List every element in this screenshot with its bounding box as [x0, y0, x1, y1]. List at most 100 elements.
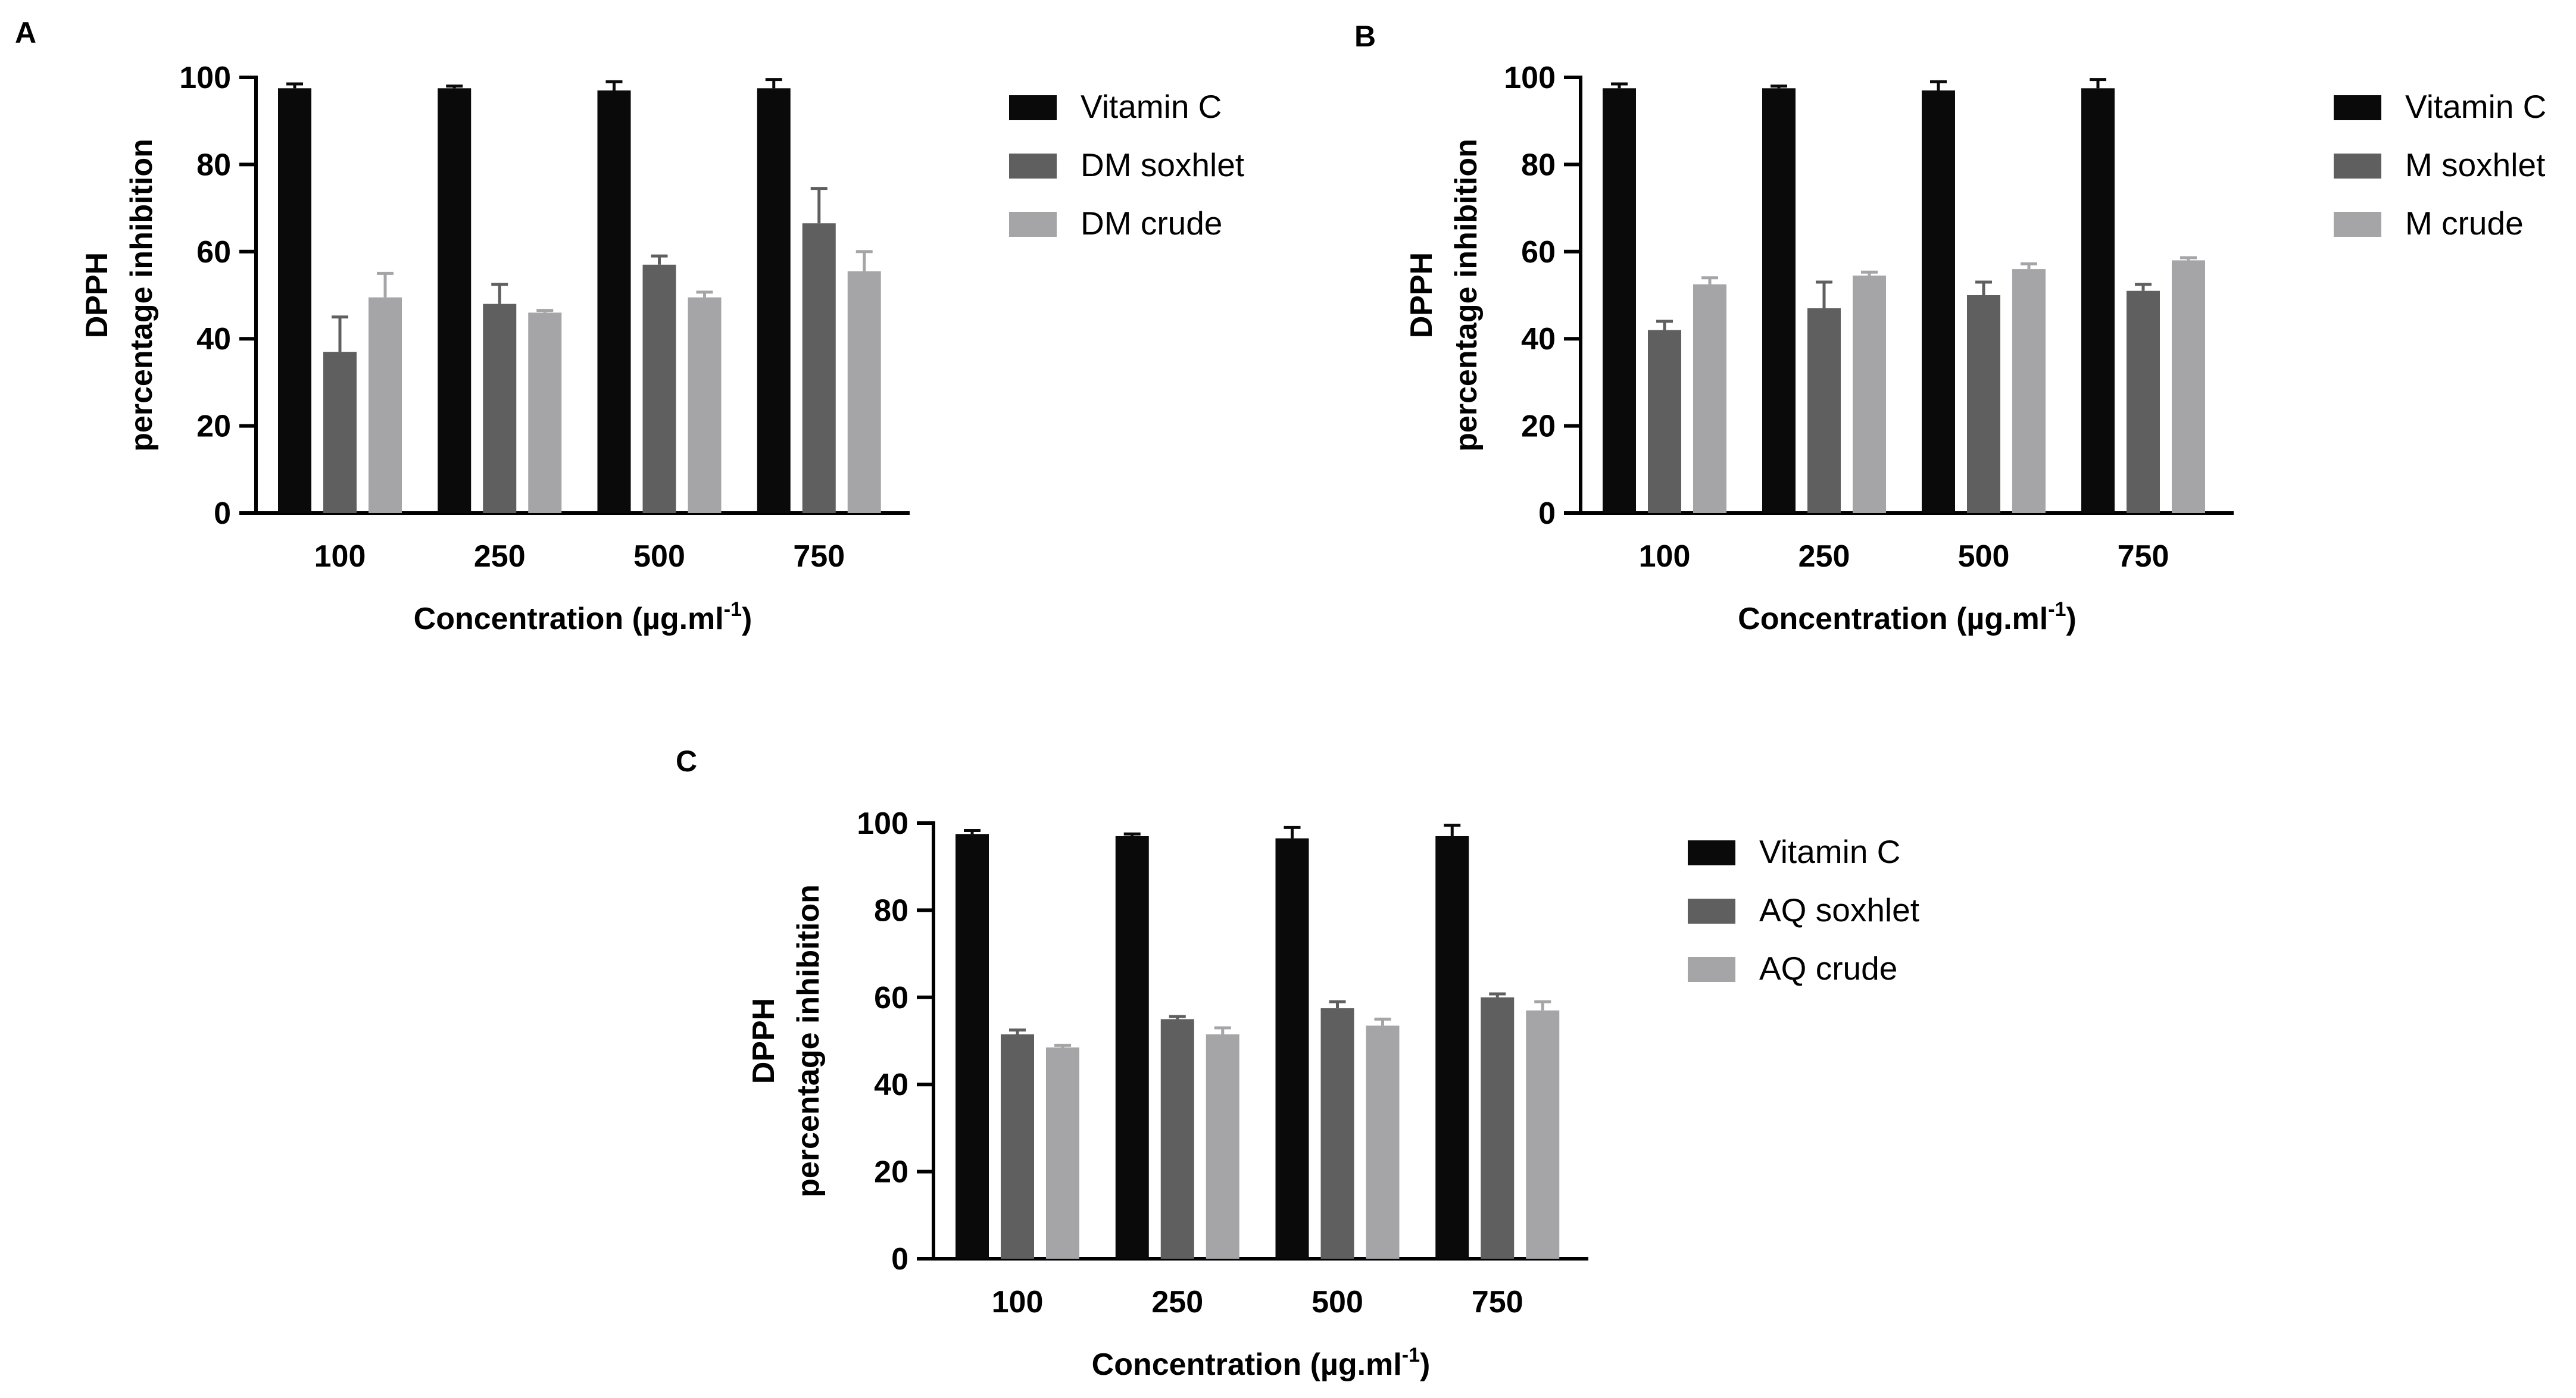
panel-b-legend-swatch-m-crude	[2334, 212, 2381, 237]
panel-b-bar-m-crude-500	[2012, 269, 2046, 513]
panel-c-ylabel-line1: DPPH	[747, 998, 781, 1084]
panel-c-xtick-label-500: 500	[1312, 1285, 1363, 1319]
panel-c-letter: C	[676, 745, 697, 778]
panel-b-bar-m-soxhlet-500	[1967, 295, 2000, 513]
panel-b-ytick-label: 0	[1538, 496, 1556, 531]
panel-b-xtick-label-750: 750	[2118, 539, 2169, 574]
panel-a-xlabel-main: Concentration (µg.ml	[414, 602, 724, 636]
panel-a-bar-dm-soxhlet-500	[642, 264, 676, 513]
panel-b-ytick-label: 40	[1521, 322, 1556, 356]
panel-a: A 0 20 40 60 80 100 DPPH percentage inhibition 10…	[15, 16, 1244, 636]
panel-a-bar-dm-soxhlet-750	[802, 223, 836, 513]
panel-b-legend-label-vitamin-c: Vitamin C	[2405, 88, 2546, 125]
panel-b-bar-m-soxhlet-250	[1807, 308, 1841, 513]
panel-c-ylabel-line2: percentage inhibition	[791, 884, 826, 1197]
panel-a-legend-label-dm-soxhlet: DM soxhlet	[1081, 146, 1244, 183]
panel-a-ytick-label: 40	[196, 322, 231, 356]
panel-c-ytick-label: 60	[874, 981, 908, 1015]
panel-b-bar-m-crude-100	[1693, 284, 1726, 513]
panel-c-xlabel-main: Concentration (µg.ml	[1092, 1347, 1402, 1382]
panel-a-bar-vitamin-c-250	[438, 88, 472, 514]
panel-a-bar-dm-crude-500	[688, 297, 722, 513]
panel-c-xlabel: Concentration (µg.ml-1)	[1092, 1344, 1431, 1382]
panel-c-ytick-label: 40	[874, 1068, 908, 1102]
panel-b-ylabel-line2: percentage inhibition	[1449, 139, 1484, 452]
panel-a-xlabel-close: )	[742, 602, 752, 636]
panel-b-bar-vitamin-c-500	[1922, 90, 1955, 513]
panel-a-bar-vitamin-c-750	[757, 88, 791, 514]
panel-b-ylabel-line1: DPPH	[1404, 252, 1439, 338]
panel-a-bar-dm-crude-100	[369, 297, 402, 513]
panel-b-bar-m-crude-750	[2172, 260, 2205, 513]
panel-a-xlabel-superscript: -1	[724, 598, 742, 621]
panel-c: C 0 20 40 60 80 100 DPPH percentage inhibition 10…	[676, 745, 1919, 1382]
panel-a-xtick-label-250: 250	[474, 539, 526, 574]
panel-c-bar-vitamin-c-100	[956, 834, 989, 1259]
panel-a-legend-swatch-dm-soxhlet	[1009, 154, 1057, 179]
panel-b-ytick-label: 20	[1521, 409, 1556, 444]
panel-b-legend-label-m-soxhlet: M soxhlet	[2405, 146, 2545, 183]
panel-c-bar-aq-crude-250	[1206, 1034, 1239, 1259]
panel-b-ytick-label: 80	[1521, 148, 1556, 182]
panel-b-bar-m-soxhlet-100	[1648, 330, 1681, 513]
panel-c-legend-swatch-aq-soxhlet	[1688, 899, 1735, 924]
panel-a-bar-vitamin-c-100	[278, 88, 311, 514]
panel-a-xtick-label-500: 500	[633, 539, 685, 574]
panel-b-letter: B	[1354, 20, 1376, 53]
panel-b-bar-m-crude-250	[1853, 276, 1886, 513]
panel-b-xlabel-close: )	[2066, 602, 2076, 636]
panel-c-bar-vitamin-c-500	[1275, 838, 1309, 1259]
panel-a-legend-swatch-dm-crude	[1009, 212, 1057, 237]
panel-c-xtick-label-750: 750	[1472, 1285, 1523, 1319]
panel-b-xlabel-superscript: -1	[2048, 598, 2066, 621]
panel-b: B 0 20 40 60 80 100 DPPH percentage inhibition 10…	[1354, 20, 2546, 636]
panel-c-bar-aq-crude-750	[1526, 1010, 1560, 1259]
panel-b-xlabel: Concentration (µg.ml-1)	[1738, 598, 2077, 636]
panel-c-bar-aq-soxhlet-750	[1481, 997, 1515, 1259]
panel-b-bar-m-soxhlet-750	[2127, 290, 2160, 513]
panel-c-ytick-label: 100	[857, 806, 908, 841]
panel-c-bar-vitamin-c-250	[1115, 836, 1149, 1259]
panel-c-legend-label-aq-soxhlet: AQ soxhlet	[1759, 892, 1919, 928]
panel-c-legend-label-vitamin-c: Vitamin C	[1759, 833, 1900, 870]
panel-c-legend-swatch-aq-crude	[1688, 957, 1735, 982]
panel-a-legend-swatch-vitamin-c	[1009, 95, 1057, 120]
panel-a-ytick-label: 60	[196, 235, 231, 270]
panel-c-xtick-label-100: 100	[992, 1285, 1044, 1319]
panel-c-legend-swatch-vitamin-c	[1688, 840, 1735, 865]
panel-a-ytick-label: 0	[214, 496, 231, 531]
panel-c-xtick-label-250: 250	[1151, 1285, 1203, 1319]
panel-a-ylabel-line1: DPPH	[80, 252, 114, 338]
panel-b-xtick-label-100: 100	[1639, 539, 1691, 574]
panel-c-bar-aq-soxhlet-100	[1001, 1034, 1034, 1259]
panel-b-ytick-label: 60	[1521, 235, 1556, 270]
panel-c-bar-aq-crude-500	[1366, 1025, 1400, 1259]
panel-a-xlabel: Concentration (µg.ml-1)	[414, 598, 752, 636]
panel-b-ytick-label: 100	[1504, 61, 1556, 95]
panel-b-legend-swatch-m-soxhlet	[2334, 154, 2381, 179]
panel-c-ytick-label: 20	[874, 1155, 908, 1190]
panel-a-bar-vitamin-c-500	[597, 90, 631, 513]
panel-c-bar-aq-soxhlet-250	[1160, 1019, 1194, 1259]
panel-b-bar-vitamin-c-250	[1762, 88, 1796, 514]
panel-b-legend-label-m-crude: M crude	[2405, 205, 2524, 242]
panel-a-bar-dm-soxhlet-250	[483, 304, 517, 513]
panel-c-bar-aq-soxhlet-500	[1320, 1008, 1354, 1259]
panel-a-xtick-label-750: 750	[793, 539, 845, 574]
panel-b-xtick-label-250: 250	[1798, 539, 1850, 574]
panel-a-bar-dm-crude-250	[528, 312, 562, 513]
panel-a-legend-label-dm-crude: DM crude	[1081, 205, 1222, 242]
panel-b-legend-swatch-vitamin-c	[2334, 95, 2381, 120]
panel-a-xtick-label-100: 100	[314, 539, 366, 574]
panel-c-bar-vitamin-c-750	[1435, 836, 1469, 1259]
panel-a-bar-dm-soxhlet-100	[323, 352, 357, 513]
panel-a-bar-dm-crude-750	[847, 271, 881, 513]
panel-c-legend-label-aq-crude: AQ crude	[1759, 950, 1897, 987]
panel-a-letter: A	[15, 16, 36, 49]
panel-c-bar-aq-crude-100	[1046, 1047, 1079, 1259]
panel-b-bar-vitamin-c-750	[2081, 88, 2115, 514]
panel-a-legend-label-vitamin-c: Vitamin C	[1081, 88, 1222, 125]
panel-c-ytick-label: 0	[891, 1242, 908, 1277]
